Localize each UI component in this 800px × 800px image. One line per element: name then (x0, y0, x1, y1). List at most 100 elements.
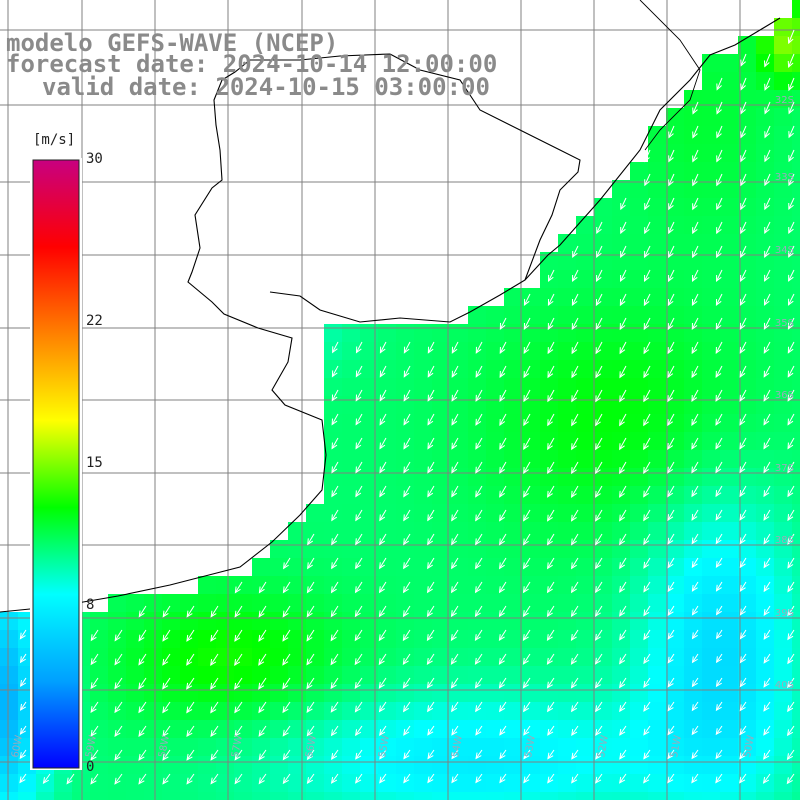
wind-cell (360, 792, 379, 800)
wind-cell (486, 378, 505, 397)
wind-cell (612, 288, 631, 307)
wind-arrow (643, 725, 651, 736)
wind-cell (594, 522, 613, 541)
wind-arrow (499, 389, 507, 403)
wind-arrow (546, 581, 555, 594)
wind-cell (126, 756, 145, 775)
wind-cell (306, 504, 325, 523)
wind-cell (450, 612, 469, 631)
wind-cell (342, 666, 361, 685)
wind-cell (648, 504, 667, 523)
wind-arrow (90, 653, 99, 666)
wind-arrow (282, 629, 291, 642)
wind-arrow (643, 365, 651, 379)
wind-cell (792, 90, 800, 109)
wind-cell (792, 162, 800, 181)
wind-cell (648, 342, 667, 361)
wind-arrow (619, 485, 627, 498)
wind-cell (504, 576, 523, 595)
wind-arrow (475, 533, 483, 546)
wind-cell (504, 756, 523, 775)
wind-arrow (282, 605, 291, 618)
wind-cell (594, 612, 613, 631)
wind-arrow (19, 701, 27, 711)
wind-arrow (643, 437, 651, 451)
wind-cell (612, 684, 631, 703)
wind-arrow (715, 461, 723, 474)
wind-arrow (570, 557, 579, 570)
wind-cell (324, 360, 343, 379)
wind-cell (468, 612, 487, 631)
wind-cell (396, 594, 415, 613)
wind-arrow (691, 341, 699, 355)
wind-cell (576, 468, 595, 487)
wind-cell (594, 486, 613, 505)
wind-cell (234, 612, 253, 631)
wind-cell (234, 594, 253, 613)
wind-arrow (475, 461, 483, 474)
wind-arrow (306, 581, 315, 594)
wind-cell (522, 288, 541, 307)
wind-arrow (739, 773, 747, 784)
wind-cell (342, 648, 361, 667)
wind-cell (576, 684, 595, 703)
wind-cell (108, 648, 127, 667)
wind-arrow (787, 629, 795, 641)
wind-cell (432, 432, 451, 451)
wind-arrow (571, 317, 579, 331)
wind-cell (756, 396, 775, 415)
wind-cell (378, 378, 397, 397)
wind-cell (612, 396, 631, 415)
wind-cell (648, 756, 667, 775)
wind-arrow (668, 245, 675, 259)
wind-cell (378, 414, 397, 433)
wind-arrow (379, 485, 387, 498)
wind-cell (612, 774, 631, 793)
wind-cell (486, 342, 505, 361)
wind-arrow (716, 77, 723, 91)
wind-arrow (715, 605, 723, 616)
wind-cell (684, 792, 703, 800)
wind-cell (738, 90, 757, 109)
wind-cell (342, 414, 361, 433)
wind-cell (612, 792, 631, 800)
wind-arrow (764, 77, 771, 91)
wind-cell (774, 720, 793, 739)
wind-cell (360, 612, 379, 631)
wind-arrow (595, 341, 603, 355)
wind-arrow (475, 437, 483, 450)
wind-cell (594, 756, 613, 775)
wind-arrow (764, 149, 771, 163)
wind-cell (702, 648, 721, 667)
wind-cell (612, 594, 631, 613)
wind-cell (594, 738, 613, 757)
wind-arrow (788, 125, 795, 139)
wind-cell (522, 486, 541, 505)
wind-cell (198, 774, 217, 793)
wind-arrow (716, 173, 723, 187)
wind-arrow (547, 389, 555, 403)
wind-cell (378, 612, 397, 631)
wind-cell (720, 90, 739, 109)
wind-cell (414, 522, 433, 541)
wind-cell (180, 612, 199, 631)
wind-cell (396, 324, 415, 343)
wind-cell (648, 144, 667, 163)
wind-cell (792, 792, 800, 800)
wind-cell (612, 612, 631, 631)
wind-cell (702, 108, 721, 127)
wind-cell (594, 702, 613, 721)
wind-arrow (548, 269, 555, 282)
wind-arrow (595, 485, 603, 498)
wind-cell (774, 414, 793, 433)
wind-arrow (739, 509, 747, 521)
wind-cell (324, 432, 343, 451)
wind-arrow (788, 149, 795, 163)
wind-arrow (715, 653, 723, 664)
wind-cell (684, 738, 703, 757)
border-line (639, 0, 701, 151)
wind-cell (774, 630, 793, 649)
wind-arrow (644, 173, 651, 187)
wind-arrow (403, 437, 411, 450)
wind-cell (198, 756, 217, 775)
